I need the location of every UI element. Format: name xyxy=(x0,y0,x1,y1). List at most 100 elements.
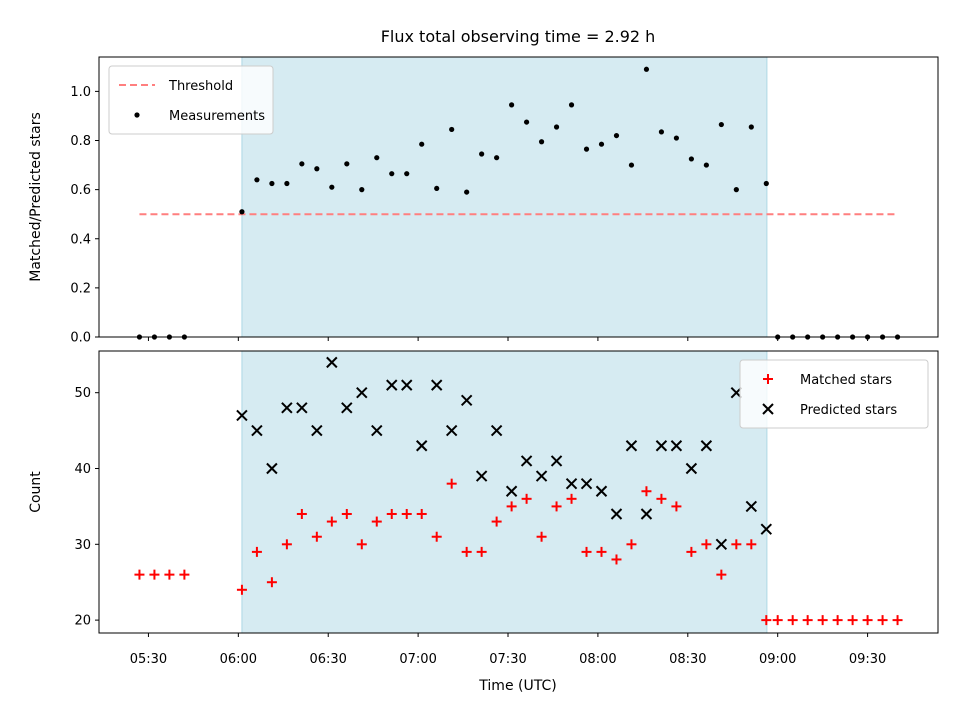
legend: Threshold Measurements xyxy=(108,65,274,135)
data-point xyxy=(832,615,843,626)
data-point xyxy=(464,189,470,195)
data-point xyxy=(416,440,428,452)
data-point xyxy=(266,462,278,475)
data-point xyxy=(134,569,145,580)
data-point xyxy=(434,185,440,192)
data-point xyxy=(449,126,455,133)
data-point xyxy=(401,508,412,519)
legend-swatch xyxy=(762,403,774,415)
data-point xyxy=(745,500,758,513)
data-point xyxy=(389,171,395,177)
data-point xyxy=(521,493,532,504)
data-point xyxy=(748,124,754,130)
data-point xyxy=(718,121,724,128)
data-point xyxy=(787,615,798,626)
x-tick-label: 09:00 xyxy=(759,652,796,667)
data-point xyxy=(613,132,620,139)
data-point xyxy=(460,394,473,406)
data-point xyxy=(326,356,338,369)
data-point xyxy=(673,135,680,141)
data-point xyxy=(536,531,547,542)
y-tick-label: 20 xyxy=(74,614,91,629)
x-tick-label: 05:30 xyxy=(130,652,167,667)
data-point xyxy=(596,546,607,557)
x-tick-label: 08:30 xyxy=(669,652,706,667)
data-point xyxy=(715,538,728,551)
data-point xyxy=(371,424,383,437)
data-point xyxy=(703,162,709,168)
data-point xyxy=(461,546,472,557)
y-axis-label: Matched/Predicted stars xyxy=(28,112,44,282)
y-tick-label: 0.0 xyxy=(70,331,91,346)
data-point xyxy=(341,508,352,519)
axes-frame xyxy=(98,350,939,634)
data-point xyxy=(583,146,590,152)
data-point xyxy=(538,139,545,145)
data-point xyxy=(598,141,605,147)
data-point xyxy=(179,569,190,580)
data-point xyxy=(535,470,548,482)
data-point xyxy=(490,424,503,437)
x-tick-label: 09:30 xyxy=(849,652,886,667)
y-tick-label: 0.2 xyxy=(70,281,91,296)
observing-interval-shade xyxy=(241,56,768,338)
data-point xyxy=(817,615,828,626)
data-point xyxy=(269,180,275,187)
data-point xyxy=(329,184,335,190)
x-axis-label: Time (UTC) xyxy=(478,678,556,694)
data-point xyxy=(670,440,683,452)
data-point xyxy=(359,187,365,193)
data-point xyxy=(341,402,353,414)
data-point xyxy=(701,539,712,550)
x-tick-label: 08:00 xyxy=(579,652,616,667)
legend-entry: Measurements xyxy=(169,109,265,124)
observing-interval-shade xyxy=(241,350,768,634)
data-point xyxy=(386,508,397,519)
data-point xyxy=(553,124,560,130)
data-point xyxy=(476,546,487,557)
data-point xyxy=(626,539,637,550)
data-point xyxy=(686,546,697,557)
x-tick-label: 07:30 xyxy=(489,652,526,667)
data-point xyxy=(281,402,293,414)
data-point xyxy=(877,615,888,626)
data-point xyxy=(239,209,245,215)
data-point xyxy=(763,180,769,187)
series-predicted-stars xyxy=(236,356,773,551)
data-point xyxy=(296,508,307,519)
data-point xyxy=(655,440,668,452)
data-point xyxy=(311,424,323,437)
data-point xyxy=(475,470,488,482)
x-tick-label: 06:30 xyxy=(309,652,346,667)
data-point xyxy=(716,569,727,580)
data-point xyxy=(164,569,175,580)
data-point xyxy=(523,119,530,125)
data-point xyxy=(509,102,515,108)
legend-swatch xyxy=(763,374,773,384)
data-point xyxy=(658,129,665,135)
data-point xyxy=(374,155,380,161)
data-point xyxy=(236,409,248,422)
data-point xyxy=(505,485,518,497)
data-point xyxy=(656,493,667,504)
panel-flux-ratio: 0.0 0.2 0.4 0.6 0.8 1.0 Matched/Predicted star… xyxy=(28,56,939,346)
data-point xyxy=(772,615,783,626)
data-point xyxy=(479,151,485,157)
data-point xyxy=(326,516,337,527)
data-point xyxy=(847,615,858,626)
data-point xyxy=(445,424,458,437)
data-point xyxy=(731,539,742,550)
data-point xyxy=(760,523,773,535)
legend-entry: Threshold xyxy=(168,79,233,94)
data-point xyxy=(580,477,593,490)
data-point xyxy=(446,478,457,489)
data-point xyxy=(386,379,398,391)
data-point xyxy=(491,516,502,527)
legend-entry: Matched stars xyxy=(800,373,892,388)
data-point xyxy=(640,508,653,520)
legend-box xyxy=(108,65,274,135)
data-point xyxy=(520,455,533,467)
data-point xyxy=(581,546,592,557)
y-tick-label: 0.6 xyxy=(70,183,91,198)
